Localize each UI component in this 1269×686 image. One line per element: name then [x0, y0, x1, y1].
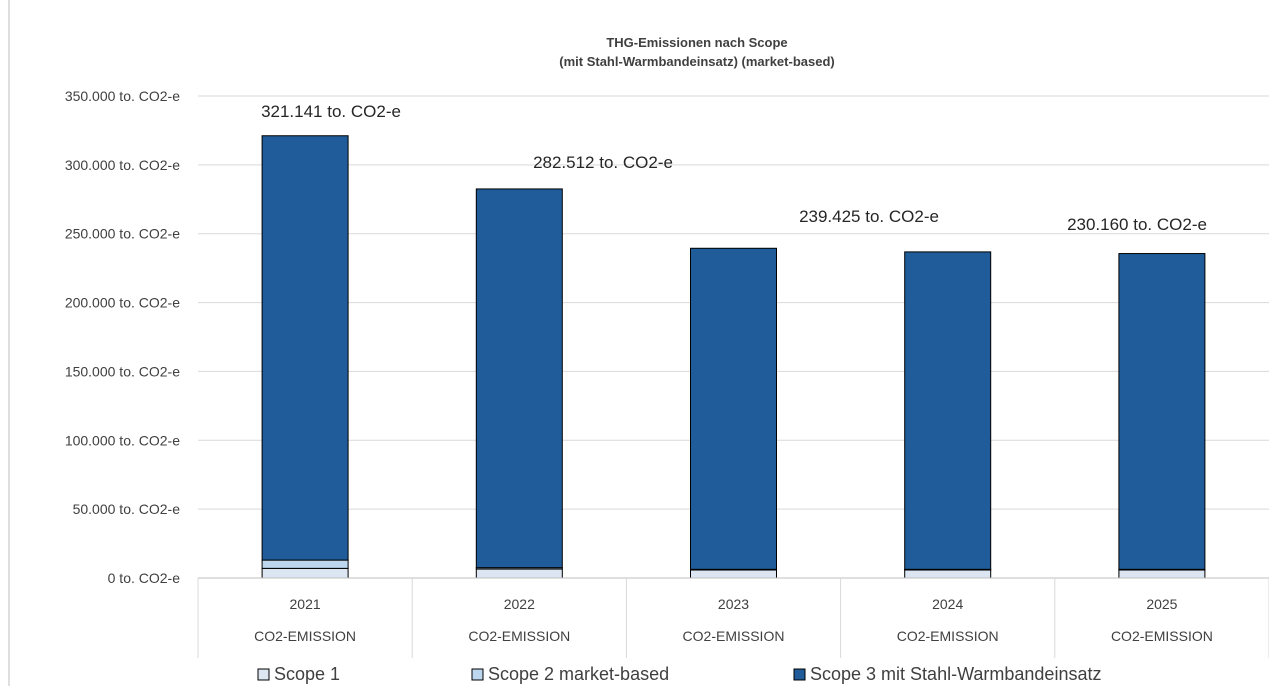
x-tick-year: 2024: [932, 596, 963, 612]
x-tick-sublabel: CO2-EMISSION: [254, 628, 356, 644]
bar-segment-2023-s3: [690, 247, 777, 570]
x-tick-year: 2022: [504, 596, 535, 612]
data-label-2021: 321.141 to. CO2-e: [261, 102, 401, 121]
x-tick-year: 2023: [718, 596, 749, 612]
bar-segment-2024-s3: [904, 251, 992, 570]
y-tick-label: 250.000 to. CO2-e: [65, 226, 180, 242]
legend-swatch: [257, 668, 270, 681]
x-tick-sublabel: CO2-EMISSION: [468, 628, 570, 644]
bar-segment-2024-s1: [904, 569, 992, 579]
legend-label: Scope 3 mit Stahl-Warmbandeinsatz: [810, 664, 1101, 684]
y-tick-label: 350.000 to. CO2-e: [65, 88, 180, 104]
data-label-2023: 239.425 to. CO2-e: [799, 207, 939, 226]
data-label-2025: 230.160 to. CO2-e: [1067, 215, 1207, 234]
legend-swatch: [793, 668, 806, 681]
legend-swatch: [471, 668, 484, 681]
bar-segment-2025-s1: [1118, 569, 1206, 579]
y-tick-label: 200.000 to. CO2-e: [65, 295, 180, 311]
x-tick-year: 2021: [290, 596, 321, 612]
x-tick-sublabel: CO2-EMISSION: [1111, 628, 1213, 644]
legend: Scope 1 Scope 2 market-based Scope 3 mit S…: [257, 664, 1101, 684]
y-tick-label: 100.000 to. CO2-e: [65, 432, 180, 448]
bar-segment-2021-s1: [261, 567, 349, 579]
bar-segment-2023-s1: [690, 569, 777, 579]
bar-segment-2022-s1: [475, 568, 563, 579]
bars: [261, 135, 1206, 579]
x-tick-sublabel: CO2-EMISSION: [683, 628, 785, 644]
chart-title: THG-Emissionen nach Scope: [606, 35, 787, 50]
x-tick-year: 2025: [1146, 596, 1177, 612]
legend-label: Scope 2 market-based: [488, 664, 669, 684]
bar-segment-2025-s3: [1118, 253, 1206, 570]
y-tick-label: 0 to. CO2-e: [108, 570, 181, 586]
data-labels: 321.141 to. CO2-e 282.512 to. CO2-e 239.42…: [261, 102, 1207, 234]
y-tick-label: 300.000 to. CO2-e: [65, 157, 180, 173]
bar-segment-2022-s3: [475, 188, 563, 569]
bar-segment-2021-s3: [261, 135, 349, 561]
bar-segment-2021-s2: [261, 559, 349, 569]
legend-label: Scope 1: [274, 664, 340, 684]
x-tick-sublabel: CO2-EMISSION: [897, 628, 999, 644]
y-tick-label: 50.000 to. CO2-e: [73, 501, 181, 517]
x-axis: 2021 CO2-EMISSION 2022 CO2-EMISSION 2023 CO2-…: [197, 577, 1269, 658]
chart-subtitle: (mit Stahl-Warmbandeinsatz) (market-base…: [559, 54, 834, 69]
y-tick-label: 150.000 to. CO2-e: [65, 363, 180, 379]
data-label-2022: 282.512 to. CO2-e: [533, 153, 673, 172]
y-axis-ticks: 0 to. CO2-e 50.000 to. CO2-e 100.000 to. C…: [65, 88, 180, 586]
